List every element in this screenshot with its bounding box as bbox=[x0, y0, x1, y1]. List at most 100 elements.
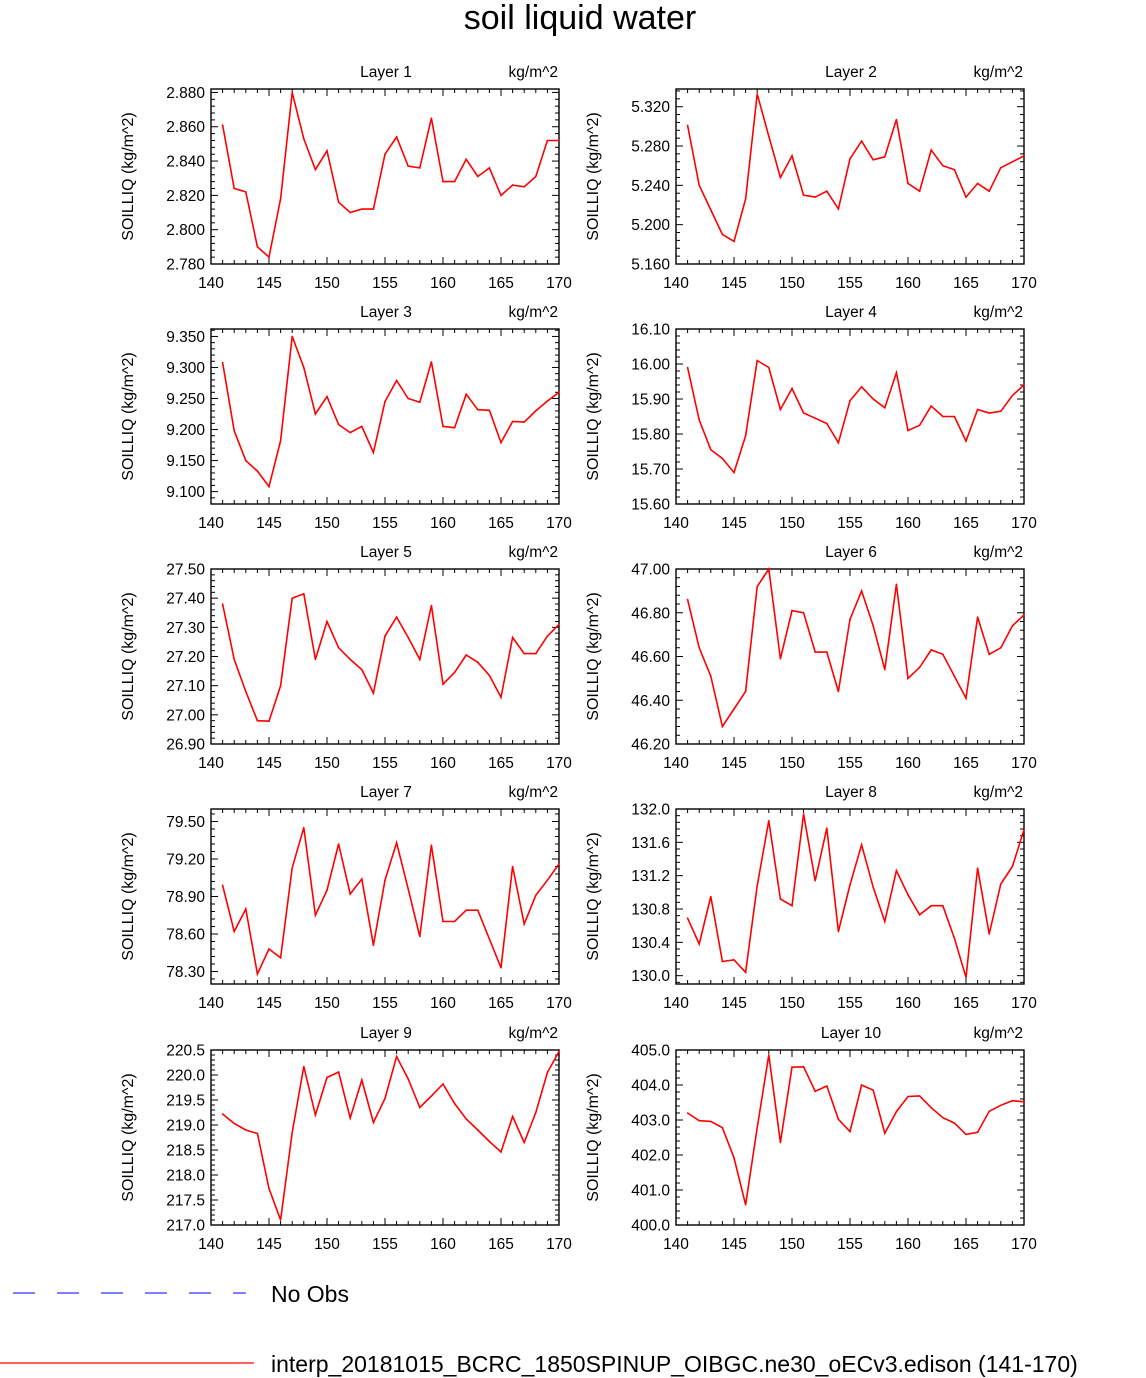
data-point bbox=[953, 1122, 956, 1124]
data-point bbox=[930, 1106, 932, 1109]
x-tick-label: 155 bbox=[837, 515, 863, 532]
y-tick-label: 46.60 bbox=[631, 649, 670, 666]
data-point bbox=[245, 690, 247, 693]
data-point bbox=[744, 971, 747, 974]
data-point bbox=[686, 917, 689, 919]
data-point bbox=[453, 671, 456, 674]
data-point bbox=[907, 677, 909, 680]
legend-line-model bbox=[0, 1362, 254, 1364]
panel-layer-5: 140 145 150 155 160 165 170 26.90 27.00 27.10 27.2… bbox=[120, 544, 572, 772]
y-tick-label: 16.10 bbox=[631, 322, 670, 339]
x-tick-label: 140 bbox=[663, 515, 689, 532]
y-tick-label: 2.880 bbox=[166, 85, 205, 102]
data-point bbox=[895, 118, 898, 121]
data-point bbox=[268, 948, 270, 950]
x-tick-label: 165 bbox=[488, 515, 514, 532]
panel-units: kg/m^2 bbox=[974, 1025, 1023, 1042]
data-point bbox=[953, 168, 956, 171]
data-point bbox=[837, 690, 840, 693]
y-tick-label: 5.320 bbox=[631, 99, 670, 116]
data-point bbox=[768, 819, 770, 822]
x-tick-label: 170 bbox=[1011, 1236, 1037, 1253]
data-point bbox=[477, 909, 479, 911]
data-point bbox=[768, 1054, 770, 1056]
data-point bbox=[1000, 410, 1002, 413]
data-point bbox=[256, 973, 259, 975]
data-point bbox=[372, 1121, 375, 1124]
data-point bbox=[372, 208, 375, 210]
data-point bbox=[942, 653, 944, 656]
data-point bbox=[268, 1187, 270, 1190]
panel-units: kg/m^2 bbox=[509, 64, 558, 81]
data-point bbox=[837, 441, 840, 444]
data-point bbox=[930, 149, 932, 151]
data-point bbox=[361, 208, 363, 210]
data-point bbox=[488, 1140, 491, 1143]
y-tick-label: 27.10 bbox=[166, 678, 205, 695]
x-tick-label: 140 bbox=[198, 515, 224, 532]
panel-layer-2: 140 145 150 155 160 165 170 5.160 5.200 5.240 5.28… bbox=[585, 64, 1037, 292]
data-point bbox=[768, 135, 770, 137]
panel-layer-1: 140 145 150 155 160 165 170 2.780 2.800 2.820 2.84… bbox=[120, 64, 572, 292]
x-tick-label: 145 bbox=[721, 755, 747, 772]
data-point bbox=[477, 661, 479, 664]
data-point bbox=[988, 1110, 990, 1113]
data-point bbox=[710, 209, 712, 211]
data-point bbox=[756, 93, 758, 95]
panel-frame bbox=[675, 328, 1025, 505]
data-point bbox=[256, 470, 259, 472]
data-point bbox=[523, 186, 525, 188]
data-point bbox=[698, 184, 700, 187]
data-point bbox=[779, 657, 782, 660]
data-point bbox=[384, 153, 386, 155]
data-point bbox=[733, 959, 735, 961]
data-point bbox=[419, 167, 421, 169]
x-tick-label: 160 bbox=[430, 515, 456, 532]
panel-title: Layer 9 bbox=[360, 1025, 412, 1042]
data-point bbox=[721, 457, 724, 460]
data-point bbox=[546, 635, 549, 637]
y-tick-label: 5.160 bbox=[631, 257, 670, 274]
data-point bbox=[895, 372, 898, 374]
panel-units: kg/m^2 bbox=[509, 784, 558, 801]
x-tick-label: 145 bbox=[721, 995, 747, 1012]
data-point bbox=[1011, 625, 1014, 627]
data-point bbox=[511, 420, 514, 423]
data-point bbox=[535, 175, 537, 178]
y-tick-label: 132.0 bbox=[631, 802, 670, 819]
legend-line-no-obs bbox=[0, 1292, 246, 1294]
panel-units: kg/m^2 bbox=[509, 304, 558, 321]
data-point bbox=[303, 593, 305, 595]
data-point bbox=[419, 658, 421, 661]
x-tick-label: 165 bbox=[488, 995, 514, 1012]
data-point bbox=[744, 435, 747, 437]
data-point bbox=[756, 884, 758, 887]
data-point bbox=[453, 1102, 456, 1105]
data-point bbox=[326, 889, 328, 891]
y-tick-label: 130.8 bbox=[631, 902, 670, 919]
data-point bbox=[419, 1106, 421, 1109]
y-tick-label: 130.0 bbox=[631, 968, 670, 985]
data-point bbox=[326, 620, 328, 623]
data-point bbox=[698, 1119, 700, 1122]
data-point bbox=[814, 196, 816, 198]
x-tick-label: 170 bbox=[1011, 515, 1037, 532]
data-point bbox=[337, 646, 340, 649]
data-point bbox=[721, 960, 724, 963]
y-tick-label: 79.50 bbox=[166, 814, 205, 831]
x-tick-label: 145 bbox=[721, 1236, 747, 1253]
panel-layer-10: 140 145 150 155 160 165 170 400.0 401.0 402.0 403.… bbox=[585, 1025, 1037, 1253]
x-tick-label: 145 bbox=[256, 1236, 282, 1253]
data-point bbox=[953, 937, 956, 939]
data-point bbox=[326, 1076, 328, 1079]
data-point bbox=[1011, 394, 1014, 397]
data-point bbox=[303, 138, 305, 140]
data-point bbox=[303, 1065, 305, 1068]
y-tick-label: 220.5 bbox=[166, 1043, 205, 1060]
data-point bbox=[407, 888, 410, 890]
x-tick-label: 165 bbox=[953, 1236, 979, 1253]
data-point bbox=[1011, 1099, 1014, 1102]
data-point bbox=[698, 647, 700, 649]
data-point bbox=[535, 410, 537, 412]
data-point bbox=[221, 884, 224, 887]
